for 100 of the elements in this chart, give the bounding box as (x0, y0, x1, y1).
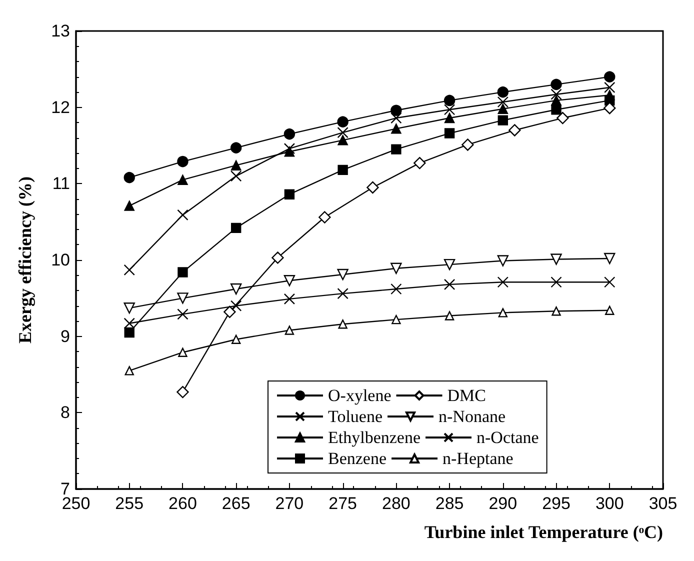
point (337, 288, 348, 300)
legend-label: n-Octane (476, 428, 539, 447)
point (391, 124, 402, 134)
point (231, 334, 241, 344)
x-tick-label: 280 (382, 494, 410, 513)
point (390, 262, 402, 274)
y-axis-title: Exergy efficiency (%) (15, 176, 35, 344)
point (551, 95, 562, 106)
point (318, 211, 331, 224)
point (508, 124, 521, 136)
point (497, 86, 509, 98)
point (124, 318, 135, 329)
point (224, 306, 236, 318)
y-tick-label: 9 (60, 326, 70, 346)
point (366, 181, 379, 194)
y-tick-label: 11 (52, 174, 70, 194)
point (392, 314, 401, 324)
point (284, 275, 296, 286)
point (498, 115, 508, 126)
point (338, 135, 348, 146)
y-tick-label: 10 (51, 250, 70, 270)
point (124, 327, 134, 338)
point (444, 112, 455, 124)
point (444, 128, 455, 138)
point (177, 156, 188, 168)
x-tick-label: 300 (595, 494, 624, 513)
x-tick-label: 260 (168, 494, 197, 513)
point (556, 112, 569, 124)
point (338, 320, 348, 329)
point (550, 88, 562, 100)
x-tick-label: 270 (275, 494, 304, 513)
point (497, 255, 509, 266)
point (178, 174, 188, 185)
x-tick-label: 265 (222, 494, 250, 513)
point (230, 222, 242, 234)
point (550, 254, 562, 265)
legend-label: DMC (447, 386, 486, 405)
point (337, 126, 348, 138)
point (284, 293, 296, 305)
point (284, 142, 296, 154)
point (462, 138, 474, 151)
point (604, 252, 616, 264)
point (230, 283, 242, 295)
point (390, 112, 402, 124)
point (444, 311, 454, 320)
point (497, 96, 509, 108)
legend-label: Ethylbenzene (328, 428, 421, 447)
legend-label: O-xylene (328, 386, 392, 405)
point (604, 276, 616, 288)
y-tick-label: 8 (60, 403, 70, 422)
point (414, 156, 426, 170)
point (604, 90, 615, 100)
point (550, 78, 562, 90)
point (230, 300, 242, 312)
x-tick-label: 255 (115, 494, 144, 513)
point (338, 164, 348, 176)
x-tick-label: 275 (328, 494, 358, 513)
y-tick-label: 13 (51, 22, 70, 40)
point (497, 276, 509, 288)
point (604, 82, 616, 94)
point (444, 94, 456, 106)
point (124, 200, 134, 211)
point (390, 283, 402, 295)
point (604, 71, 616, 82)
point (552, 306, 561, 316)
legend-label: Toluene (328, 407, 383, 426)
x-tick-label: 305 (648, 494, 678, 513)
point (337, 268, 348, 280)
point (124, 366, 134, 376)
point (272, 252, 284, 264)
point (177, 292, 188, 304)
point (177, 209, 188, 221)
point (177, 308, 188, 320)
point (230, 142, 242, 154)
point (498, 104, 508, 114)
point (444, 258, 456, 270)
point (605, 306, 614, 315)
point (284, 326, 294, 335)
point (550, 276, 562, 288)
legend-label: n-Heptane (442, 449, 514, 468)
point (284, 128, 296, 140)
x-tick-label: 290 (488, 494, 518, 513)
point (444, 104, 456, 116)
point (391, 144, 402, 154)
point (498, 308, 508, 318)
x-axis-title: Turbine inlet Temperature (ᵒC) (424, 522, 663, 542)
point (390, 104, 402, 116)
point (230, 160, 242, 170)
point (284, 189, 295, 200)
point (124, 172, 135, 184)
legend-label: n-Nonane (438, 407, 506, 426)
point (551, 104, 562, 115)
point (178, 267, 188, 278)
x-tick-label: 285 (435, 494, 464, 513)
point (124, 302, 135, 314)
point (124, 264, 135, 276)
point (178, 348, 188, 357)
point (337, 116, 348, 128)
point (444, 278, 456, 290)
point (176, 386, 189, 398)
